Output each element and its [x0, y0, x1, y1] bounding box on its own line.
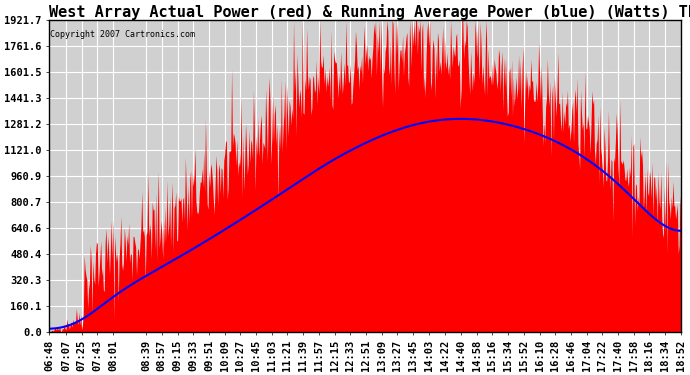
Text: Copyright 2007 Cartronics.com: Copyright 2007 Cartronics.com [50, 30, 195, 39]
Text: West Array Actual Power (red) & Running Average Power (blue) (Watts) Thu Mar 29 : West Array Actual Power (red) & Running … [49, 4, 690, 20]
